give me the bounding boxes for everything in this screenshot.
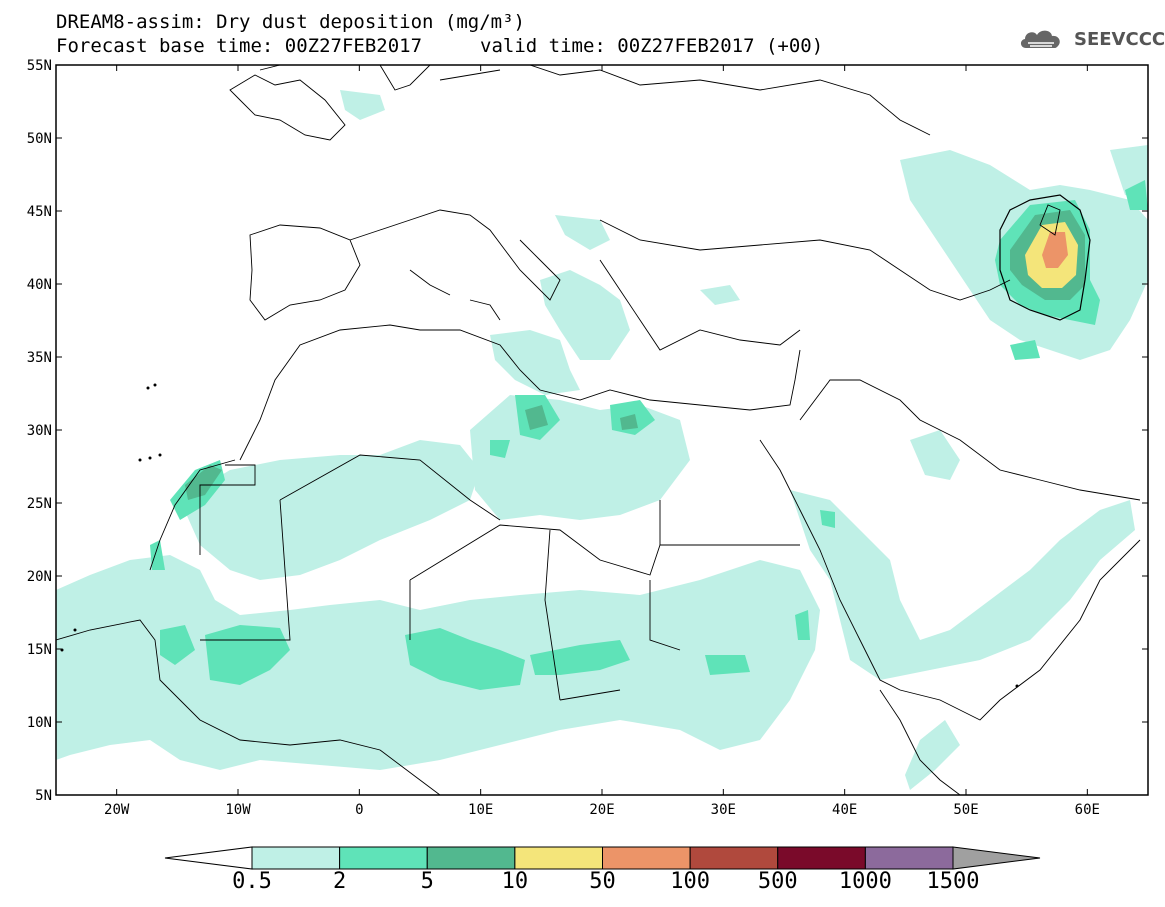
coastlines-and-borders [56, 65, 1141, 795]
legend-label: 50 [589, 869, 616, 894]
legend-box [426, 846, 516, 870]
lon-label: 20E [589, 802, 614, 818]
legend-label: 1500 [927, 869, 980, 894]
lat-label: 30N [27, 423, 52, 439]
lon-label: 60E [1075, 802, 1100, 818]
legend-box [251, 846, 341, 870]
legend-box [514, 846, 603, 870]
axis-ticks [56, 64, 1148, 796]
lat-label: 10N [27, 715, 52, 731]
deposition-50-100 [1042, 232, 1068, 268]
legend-label: 100 [670, 869, 710, 894]
legend-label: 500 [758, 869, 798, 894]
lat-label: 25N [27, 496, 52, 512]
forecast-base-time: Forecast base time: 00Z27FEB2017 [56, 35, 423, 57]
map-title: DREAM8-assim: Dry dust deposition (mg/m³… [56, 11, 525, 33]
legend-box [864, 846, 954, 870]
islands [60, 383, 1019, 688]
lat-label: 35N [27, 350, 52, 366]
legend-label: 2 [333, 869, 346, 894]
lon-label: 40E [832, 802, 857, 818]
lat-label: 15N [27, 642, 52, 658]
legend-arrow-high [952, 846, 1041, 870]
deposition-0.5-2 [56, 90, 1148, 790]
legend-label: 1000 [839, 869, 892, 894]
legend-box [339, 846, 428, 870]
cloud-icon [1020, 30, 1060, 48]
legend-label: 5 [421, 869, 434, 894]
color-legend: 0.5 2 5 10 50 100 500 1000 1500 [164, 846, 1041, 894]
axis-labels: 20W 10W 0 10E 20E 30E 40E 50E 60E 55N 50N 45N 40N 35N… [27, 58, 1100, 818]
lon-label: 0 [355, 802, 363, 818]
legend-box [777, 846, 866, 870]
legend-label: 10 [502, 869, 529, 894]
legend-label: 0.5 [232, 869, 272, 894]
lat-label: 45N [27, 204, 52, 220]
legend-box [602, 846, 691, 870]
lon-label: 30E [711, 802, 736, 818]
legend-box [689, 846, 779, 870]
lat-label: 50N [27, 131, 52, 147]
lon-label: 50E [953, 802, 978, 818]
seevccc-logo: SEEVCCC [1018, 26, 1165, 52]
lat-label: 40N [27, 277, 52, 293]
lon-label: 10W [225, 802, 251, 818]
legend-arrow-low [164, 846, 253, 870]
logo-text: SEEVCCC [1074, 28, 1165, 50]
lat-label: 5N [35, 788, 52, 804]
lon-label: 10E [468, 802, 493, 818]
valid-time: valid time: 00Z27FEB2017 (+00) [480, 35, 824, 57]
lat-label: 20N [27, 569, 52, 585]
dust-deposition-field [56, 65, 1148, 795]
lon-label: 20W [104, 802, 130, 818]
lat-label: 55N [27, 58, 52, 74]
